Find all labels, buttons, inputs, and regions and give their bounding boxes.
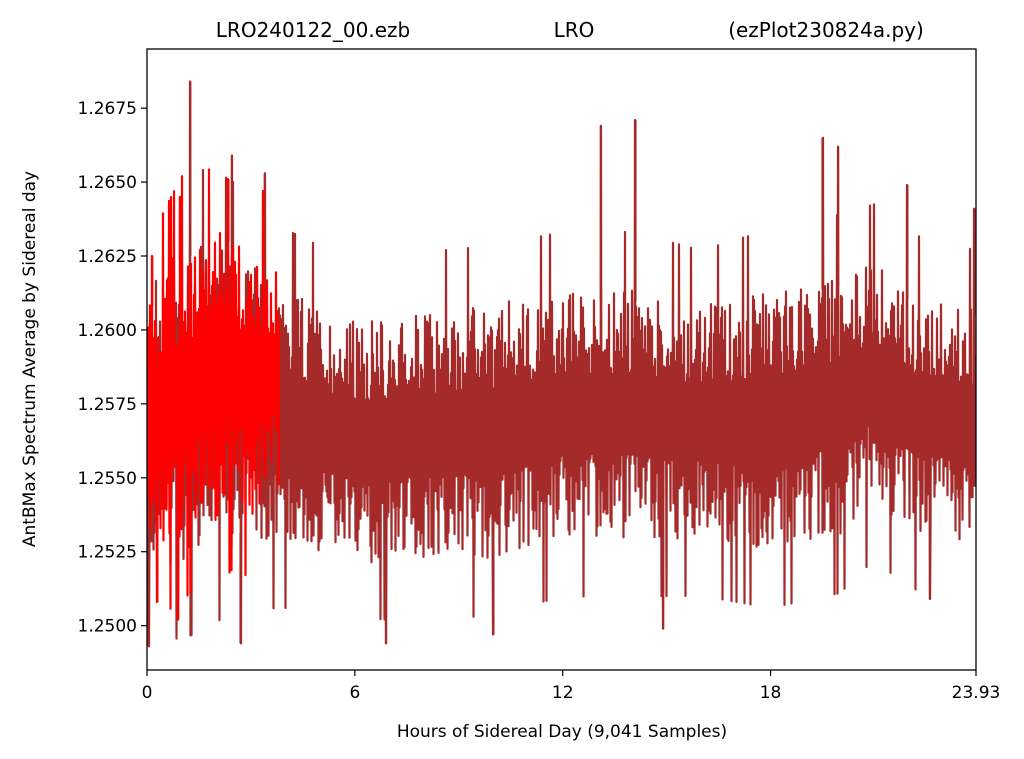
- x-axis-label: Hours of Sidereal Day (9,041 Samples): [397, 722, 727, 742]
- plot-frame: [146, 48, 977, 671]
- y-axis-label: AntBMax Spectrum Average by Sidereal day: [20, 171, 40, 547]
- x-axis-ticks: 0 6 12 18 23.93: [142, 670, 1001, 703]
- y-tick-label: 1.2650: [78, 173, 137, 193]
- y-tick-label: 1.2625: [78, 247, 137, 267]
- plot-series-group: [147, 80, 976, 648]
- chart-title-script: (ezPlot230824a.py): [728, 18, 924, 42]
- y-tick-label: 1.2600: [78, 321, 137, 341]
- chart-title-site: LRO: [554, 18, 595, 42]
- y-tick-label: 1.2500: [78, 617, 137, 637]
- x-tick-label: 12: [552, 683, 574, 703]
- chart-title-file: LRO240122_00.ezb: [216, 18, 410, 42]
- y-tick-label: 1.2550: [78, 469, 137, 489]
- x-tick-label: 18: [760, 683, 782, 703]
- x-tick-label: 6: [349, 683, 360, 703]
- x-tick-label: 0: [142, 683, 153, 703]
- series-line-0: [147, 80, 976, 648]
- y-axis-ticks: 1.2500 1.2525 1.2550 1.2575 1.2600 1.2625 1.26…: [78, 99, 147, 637]
- y-tick-label: 1.2575: [78, 395, 137, 415]
- y-tick-label: 1.2525: [78, 543, 137, 563]
- y-tick-label: 1.2675: [78, 99, 137, 119]
- series-line-1: [147, 168, 281, 621]
- x-tick-label: 23.93: [952, 683, 1001, 703]
